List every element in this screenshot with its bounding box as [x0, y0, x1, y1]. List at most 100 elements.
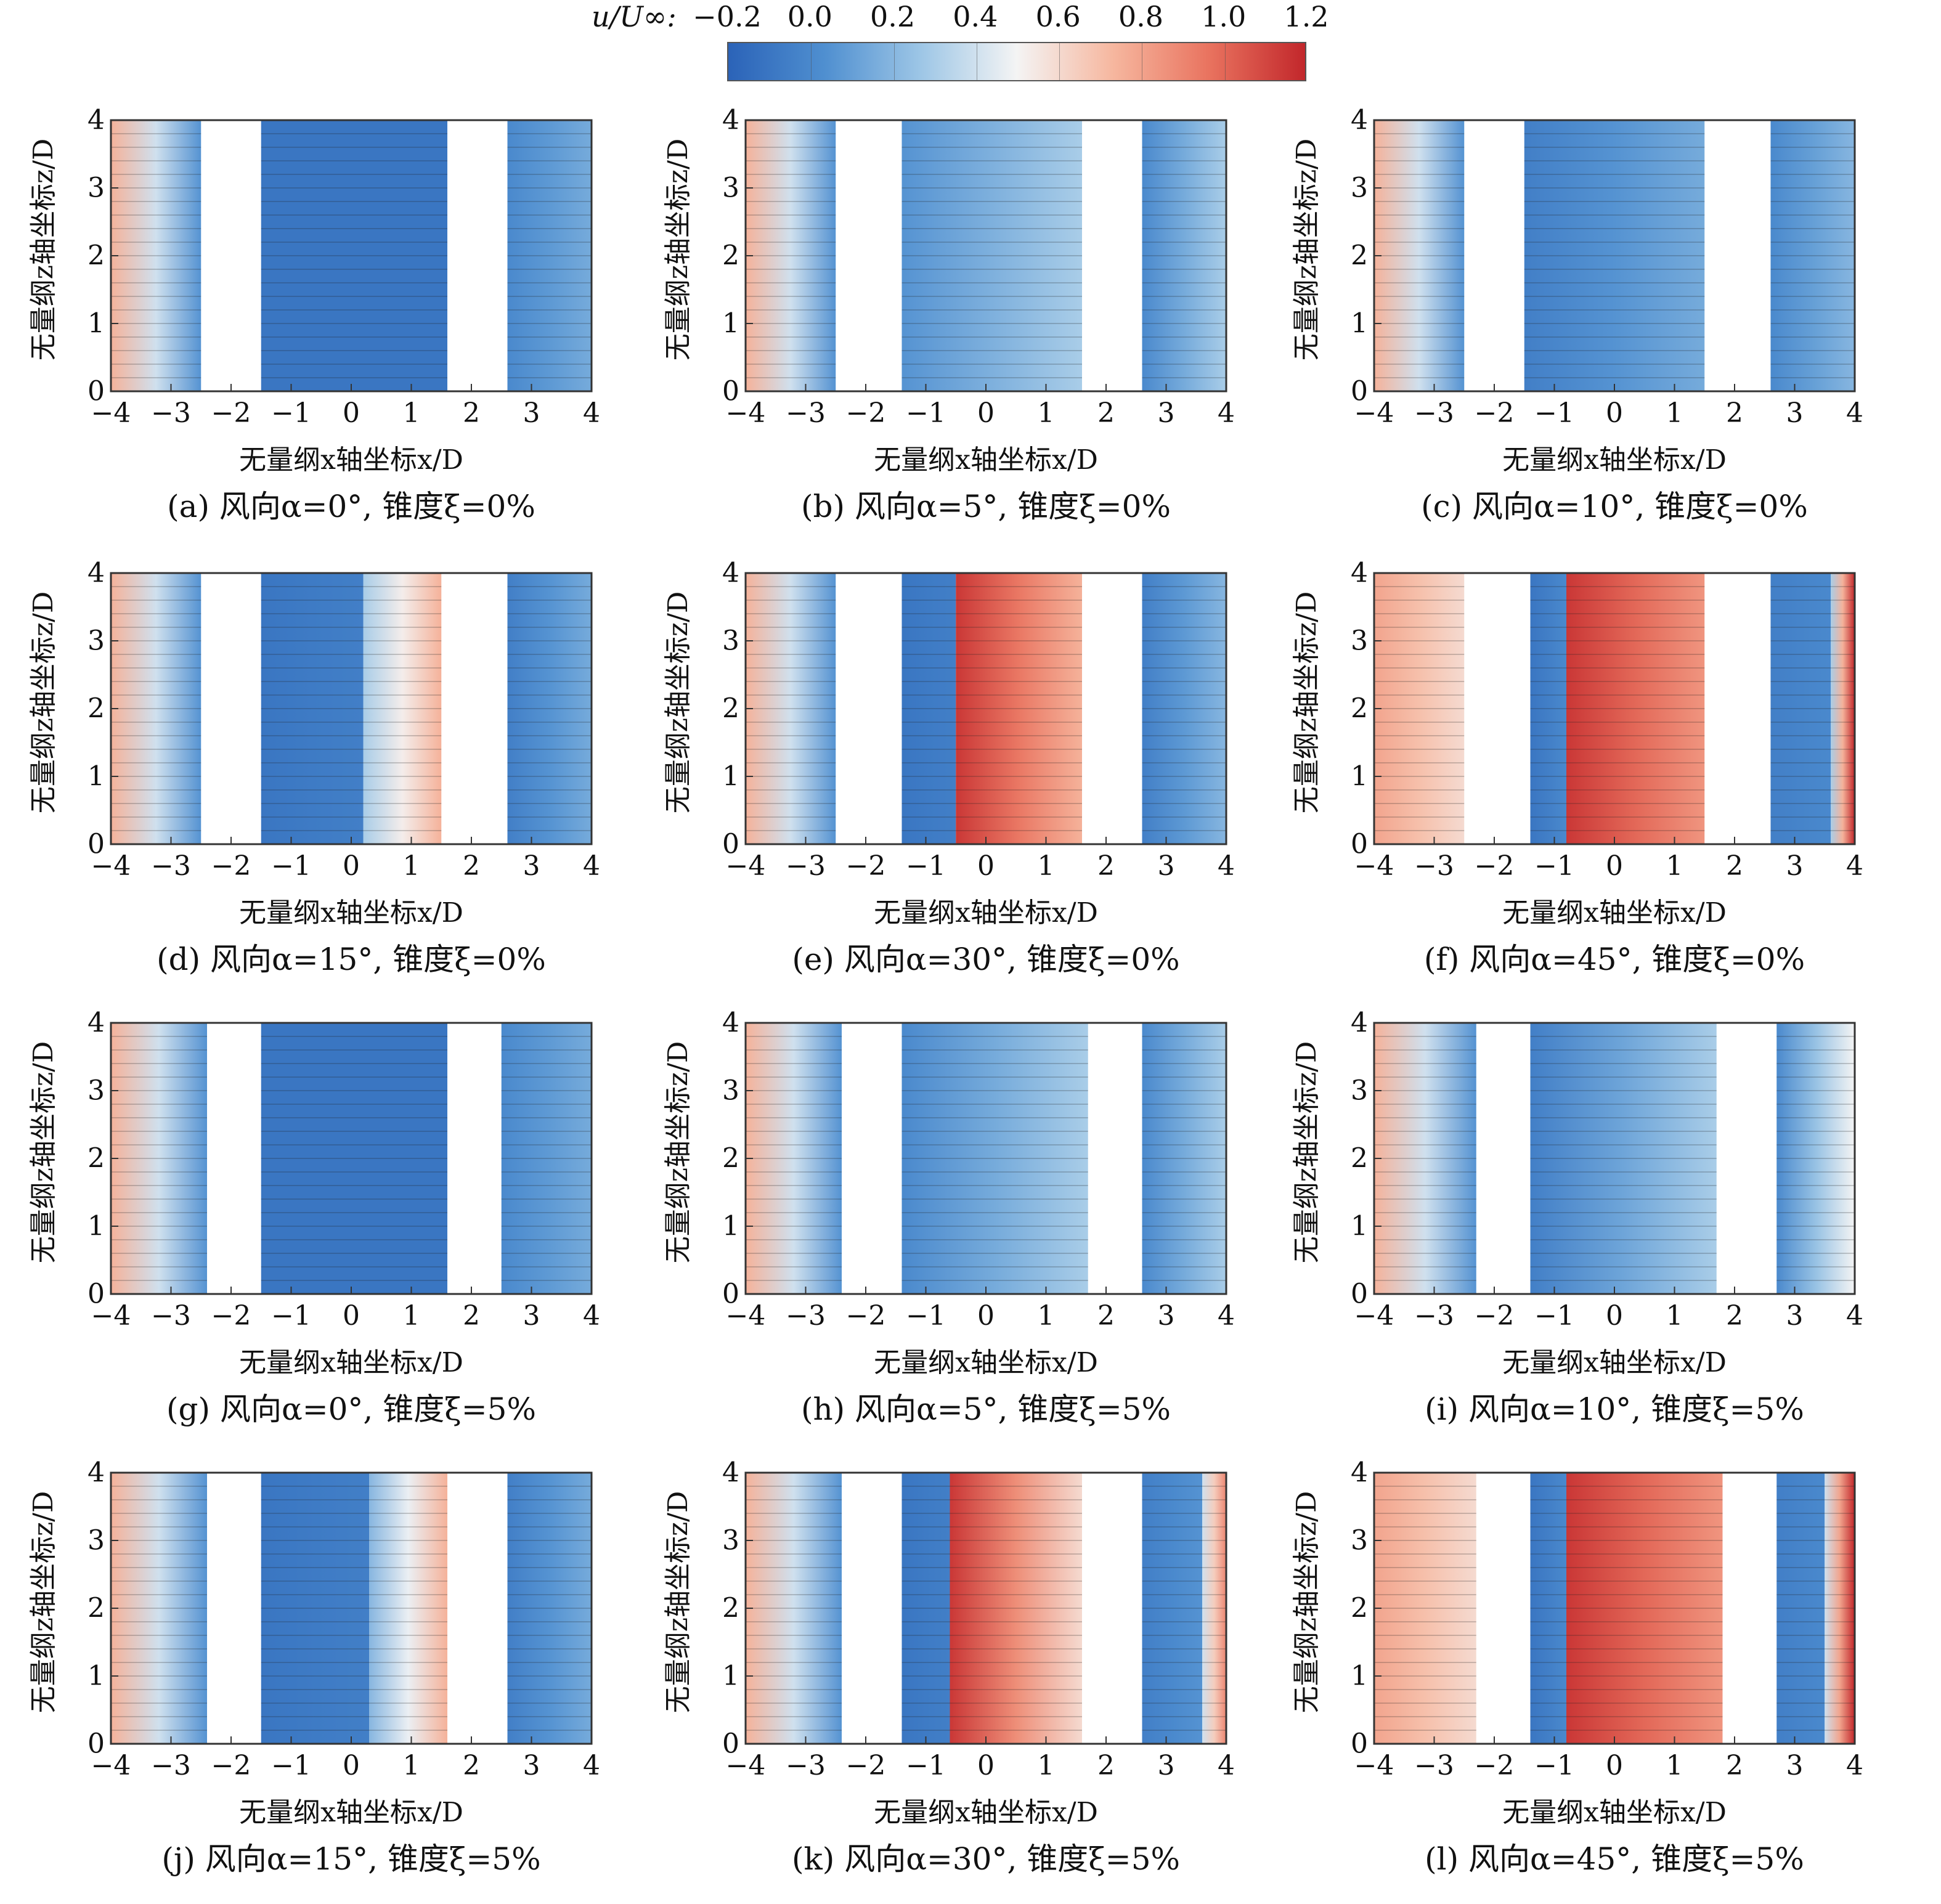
- panel-caption: (c) 风向α=10°, 锥度ξ=0%: [1421, 489, 1808, 524]
- x-tick-label: 3: [1786, 850, 1804, 882]
- x-tick-label: −4: [91, 850, 131, 882]
- x-tick-labels: −4 −3 −2 −1 0 1 2 3 4: [1354, 850, 1863, 882]
- velocity-band: [1776, 1023, 1855, 1294]
- velocity-band: [1202, 1473, 1226, 1744]
- x-tick-label: 0: [977, 850, 995, 882]
- x-tick-label: −2: [211, 1300, 251, 1332]
- x-axis-label: 无量纲x轴坐标x/D: [239, 444, 463, 476]
- x-tick-label: 2: [1097, 1750, 1115, 1781]
- y-tick-label: 0: [87, 375, 105, 407]
- colorbar-ticks: −0.2 0.0 0.2 0.4 0.6 0.8 1.0 1.2: [693, 0, 1329, 37]
- colorbar-tick-label: 0.6: [1035, 0, 1081, 33]
- velocity-band: [1374, 120, 1465, 391]
- colorbar-separator: [1224, 43, 1226, 80]
- velocity-band: [1825, 1473, 1855, 1744]
- y-axis-label: 无量纲z轴坐标z/D: [28, 138, 59, 361]
- y-axis-label: 无量纲z轴坐标z/D: [662, 591, 694, 814]
- x-tick-label: −4: [1354, 1300, 1394, 1332]
- x-tick-label: −4: [91, 1300, 131, 1332]
- x-tick-label: −3: [786, 850, 826, 882]
- velocity-band: [261, 120, 447, 391]
- chart-panel: 无量纲z轴坐标z/D 0 1 2 3 4 −4 −3 −2 −1 0 1 2 3 4 无量纲x轴坐标x/D (g…: [0, 1007, 641, 1454]
- plot-area: [110, 119, 593, 393]
- y-axis-label: 无量纲z轴坐标z/D: [662, 138, 694, 361]
- x-tick-label: −1: [1534, 397, 1574, 429]
- x-tick-label: −2: [845, 850, 886, 882]
- y-axis-label-wrap: 无量纲z轴坐标z/D: [657, 105, 694, 394]
- velocity-band: [1776, 1473, 1825, 1744]
- chart-panel: 无量纲z轴坐标z/D 0 1 2 3 4 −4 −3 −2 −1 0 1 2 3 4 无量纲x轴坐标x/D (b…: [635, 105, 1276, 551]
- x-tick-label: 3: [523, 850, 540, 882]
- velocity-field-svg: [744, 572, 1227, 845]
- x-axis-label: 无量纲x轴坐标x/D: [1502, 444, 1727, 476]
- x-tick-labels: −4 −3 −2 −1 0 1 2 3 4: [91, 850, 600, 882]
- x-tick-label: −2: [845, 1300, 886, 1332]
- velocity-band: [1142, 1023, 1226, 1294]
- x-tick-label: 1: [1666, 1750, 1683, 1781]
- y-tick-label: 0: [722, 375, 739, 407]
- x-tick-label: −3: [786, 1750, 826, 1781]
- plot-area: [1373, 572, 1856, 845]
- y-axis-label: 无量纲z轴坐标z/D: [662, 1491, 694, 1714]
- x-tick-label: 3: [1157, 850, 1175, 882]
- x-tick-label: 2: [1097, 1300, 1115, 1332]
- colorbar-tick-label: 0.8: [1118, 0, 1163, 33]
- plot-area: [110, 1022, 593, 1295]
- velocity-band: [746, 573, 836, 844]
- y-tick-label: 0: [722, 828, 739, 860]
- plot-area: [1373, 119, 1856, 393]
- velocity-band: [261, 573, 364, 844]
- x-tick-labels: −4 −3 −2 −1 0 1 2 3 4: [91, 1750, 600, 1781]
- x-tick-label: 1: [1666, 850, 1683, 882]
- y-tick-labels: 0 1 2 3 4: [709, 1007, 739, 1310]
- velocity-band: [746, 1023, 842, 1294]
- y-tick-label: 3: [1351, 172, 1368, 204]
- velocity-band: [1530, 1473, 1566, 1744]
- x-tick-label: 1: [402, 397, 420, 429]
- panel-caption: (k) 风向α=30°, 锥度ξ=5%: [791, 1841, 1181, 1877]
- x-tick-label: −2: [845, 1750, 886, 1781]
- x-tick-label: −1: [271, 1300, 311, 1332]
- plot-area: [744, 1471, 1227, 1745]
- x-tick-label: 1: [1037, 1300, 1055, 1332]
- y-tick-label: 4: [722, 1457, 739, 1489]
- y-tick-label: 2: [722, 1592, 739, 1624]
- plot-area: [1373, 1022, 1856, 1295]
- y-tick-label: 1: [87, 760, 105, 792]
- velocity-band: [261, 1473, 370, 1744]
- x-tick-label: 2: [463, 1750, 480, 1781]
- x-axis-label: 无量纲x轴坐标x/D: [874, 1797, 1098, 1828]
- panel-caption: (e) 风向α=30°, 锥度ξ=0%: [792, 942, 1180, 977]
- panel-caption: (l) 风向α=45°, 锥度ξ=5%: [1425, 1841, 1804, 1877]
- y-tick-labels: 0 1 2 3 4: [1337, 1457, 1368, 1760]
- y-tick-label: 0: [87, 828, 105, 860]
- y-tick-label: 4: [722, 104, 739, 136]
- streamlines: [111, 586, 592, 831]
- y-axis-label-wrap: 无量纲z轴坐标z/D: [22, 1457, 59, 1747]
- y-tick-label: 1: [1351, 307, 1368, 340]
- panel-caption: (a) 风向α=0°, 锥度ξ=0%: [167, 489, 535, 524]
- velocity-field-svg: [1373, 1022, 1856, 1295]
- y-tick-label: 1: [1351, 1660, 1368, 1692]
- chart-panel: 无量纲z轴坐标z/D 0 1 2 3 4 −4 −3 −2 −1 0 1 2 3 4 无量纲x轴坐标x/D (i…: [1263, 1007, 1904, 1454]
- x-tick-label: 3: [1786, 397, 1804, 429]
- colorbar-label: u/U∞:: [592, 0, 677, 33]
- y-tick-label: 4: [722, 557, 739, 589]
- y-axis-label-wrap: 无量纲z轴坐标z/D: [657, 1007, 694, 1297]
- y-axis-label: 无量纲z轴坐标z/D: [662, 1041, 694, 1264]
- y-axis-label-wrap: 无量纲z轴坐标z/D: [22, 105, 59, 394]
- colorbar-tick-label: −0.2: [693, 0, 762, 33]
- y-tick-label: 3: [722, 1524, 739, 1556]
- plot-area: [744, 1022, 1227, 1295]
- velocity-band: [111, 1473, 207, 1744]
- y-tick-label: 1: [722, 1660, 739, 1692]
- streamlines: [111, 1486, 592, 1731]
- x-tick-label: −3: [151, 1300, 191, 1332]
- y-tick-label: 3: [87, 172, 105, 204]
- velocity-band: [507, 120, 592, 391]
- streamlines: [746, 133, 1226, 378]
- y-axis-label-wrap: 无量纲z轴坐标z/D: [22, 558, 59, 847]
- y-tick-label: 2: [87, 693, 105, 725]
- velocity-band: [1566, 573, 1705, 844]
- y-axis-label: 无量纲z轴坐标z/D: [1291, 1491, 1322, 1714]
